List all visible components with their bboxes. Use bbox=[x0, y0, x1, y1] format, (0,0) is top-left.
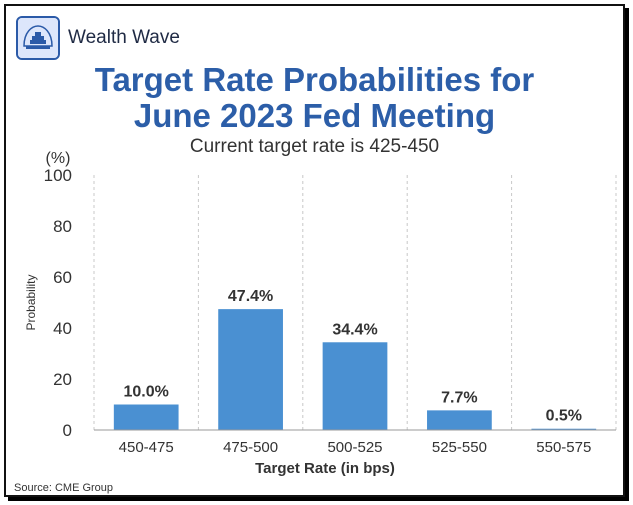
chart-title: Target Rate Probabilities for June 2023 … bbox=[6, 62, 623, 134]
data-label: 34.4% bbox=[332, 321, 377, 338]
y-tick-label: 60 bbox=[53, 268, 72, 287]
x-tick-label: 475-500 bbox=[223, 439, 278, 456]
y-tick-label: 100 bbox=[44, 166, 72, 185]
data-label: 0.5% bbox=[546, 408, 582, 425]
chart-subtitle: Current target rate is 425-450 bbox=[189, 136, 440, 157]
bar bbox=[113, 404, 179, 430]
brand: Wealth Wave bbox=[16, 16, 180, 60]
x-tick-label: 450-475 bbox=[119, 439, 174, 456]
bar bbox=[218, 309, 283, 430]
x-tick-label: 525-550 bbox=[432, 439, 487, 456]
y-unit-label: (%) bbox=[46, 150, 71, 167]
bar bbox=[531, 428, 597, 430]
data-label: 47.4% bbox=[228, 288, 273, 305]
y-tick-label: 20 bbox=[53, 370, 72, 389]
bar-chart: 0 20 40 60 80 100(%) Probability 10.0% 450-475 47… bbox=[24, 150, 617, 477]
brand-name: Wealth Wave bbox=[68, 27, 180, 48]
x-tick-label: 550-575 bbox=[536, 439, 591, 456]
y-tick-label: 0 bbox=[63, 421, 72, 440]
chart-title-line-2: June 2023 Fed Meeting bbox=[133, 97, 496, 134]
y-tick-label: 80 bbox=[53, 217, 72, 236]
chart-frame: Wealth Wave Target Rate Probabilities fo… bbox=[4, 4, 625, 497]
chart-title-line-1: Target Rate Probabilities for bbox=[94, 61, 535, 98]
data-label: 7.7% bbox=[441, 389, 477, 406]
source-note: Source: CME Group bbox=[14, 482, 114, 494]
data-label: 10.0% bbox=[124, 384, 169, 401]
bar bbox=[322, 342, 388, 430]
y-tick-label: 40 bbox=[53, 319, 72, 338]
wealth-wave-logo-icon bbox=[16, 16, 60, 60]
x-tick-label: 500-525 bbox=[327, 439, 382, 456]
y-axis-label: Probability bbox=[24, 274, 38, 330]
x-axis-label: Target Rate (in bps) bbox=[255, 460, 395, 477]
bar bbox=[427, 410, 492, 430]
